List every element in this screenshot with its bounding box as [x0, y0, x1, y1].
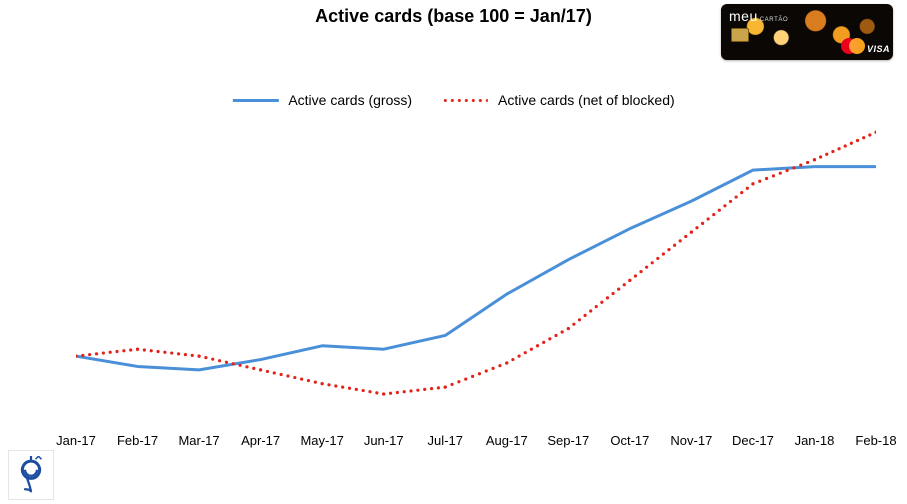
- legend-item: Active cards (net of blocked): [442, 92, 675, 108]
- legend-item: Active cards (gross): [232, 92, 412, 108]
- visa-label: VISA: [867, 44, 890, 54]
- corner-logo: [8, 450, 54, 500]
- card-brand-sub: CARTÃO: [760, 17, 789, 23]
- legend-swatch: [232, 99, 278, 102]
- chart-title: Active cards (base 100 = Jan/17): [315, 6, 592, 27]
- chart-legend: Active cards (gross) Active cards (net of…: [232, 92, 674, 108]
- series-line: [76, 167, 876, 370]
- logo-icon: [16, 456, 46, 494]
- card-brand-main: meu: [729, 8, 758, 24]
- credit-card-image: meuCARTÃO VISA: [721, 4, 893, 60]
- line-chart: [76, 115, 876, 425]
- legend-label: Active cards (gross): [288, 92, 412, 108]
- x-axis-labels: Jan-17Feb-17Mar-17Apr-17May-17Jun-17Jul-…: [76, 433, 876, 453]
- legend-label: Active cards (net of blocked): [498, 92, 675, 108]
- mastercard-icon: [841, 38, 865, 54]
- card-chip-icon: [731, 28, 749, 42]
- card-brand: meuCARTÃO: [729, 8, 788, 24]
